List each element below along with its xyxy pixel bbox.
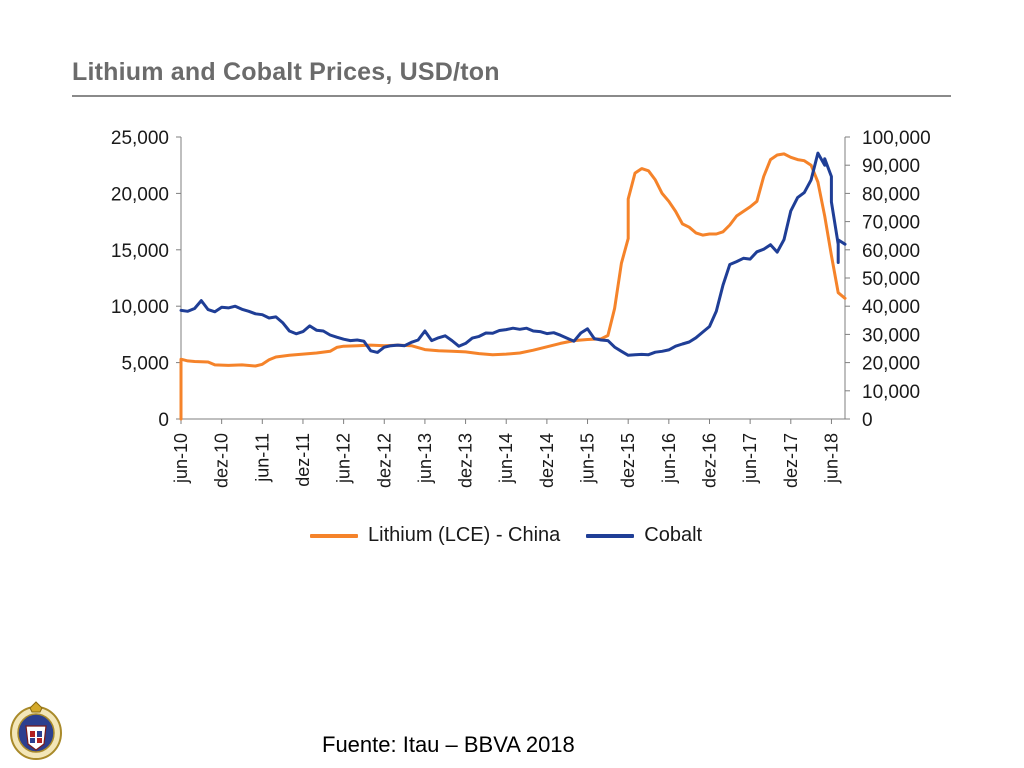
legend-swatch-cobalt (586, 533, 635, 538)
source-note: Fuente: Itau – BBVA 2018 (322, 732, 575, 757)
x-tick-label: dez-11 (293, 433, 313, 487)
right-y-tick-label: 0 (862, 410, 873, 431)
legend-label-lithium: Lithium (LCE) - China (368, 524, 561, 546)
left-y-tick-label: 10,000 (111, 297, 169, 318)
right-y-tick-label: 10,000 (862, 382, 920, 403)
right-y-tick-label: 90,000 (862, 156, 920, 177)
x-tick-label: dez-15 (618, 433, 638, 488)
title-divider (72, 95, 951, 97)
x-tick-label: jun-14 (496, 433, 516, 484)
right-y-tick-label: 30,000 (862, 325, 920, 346)
x-tick-label: dez-14 (537, 433, 557, 488)
x-tick-label: jun-11 (252, 433, 272, 483)
x-tick-label: jun-16 (659, 433, 679, 484)
right-y-tick-label: 50,000 (862, 269, 920, 290)
x-tick-label: dez-16 (699, 433, 719, 488)
x-tick-label: jun-17 (740, 433, 760, 484)
right-y-tick-label: 80,000 (862, 184, 920, 205)
right-y-tick-label: 100,000 (862, 128, 931, 149)
x-tick-label: dez-17 (781, 433, 801, 488)
mining-center-crest-icon (10, 701, 62, 760)
chart-legend: Lithium (LCE) - China Cobalt (310, 524, 728, 547)
chart-axes (176, 136, 850, 424)
x-tick-label: jun-13 (415, 433, 435, 484)
left-y-tick-label: 25,000 (111, 128, 169, 149)
lithium-series-line (179, 152, 847, 421)
right-y-tick-label: 70,000 (862, 213, 920, 234)
x-tick-label: dez-10 (212, 433, 232, 488)
chart-series (179, 151, 847, 421)
right-y-tick-label: 40,000 (862, 297, 920, 318)
left-y-tick-label: 20,000 (111, 184, 169, 205)
legend-swatch-lithium (310, 533, 358, 538)
x-tick-label: dez-12 (374, 433, 394, 488)
cobalt-series-line (179, 151, 847, 357)
left-y-tick-label: 15,000 (111, 241, 169, 262)
x-tick-label: jun-18 (821, 433, 841, 484)
legend-item-cobalt: Cobalt (586, 524, 702, 547)
slide-title: Lithium and Cobalt Prices, USD/ton (72, 58, 500, 86)
legend-label-cobalt: Cobalt (644, 524, 703, 546)
left-y-tick-label: 0 (158, 410, 169, 431)
x-tick-label: jun-10 (171, 433, 191, 484)
right-y-tick-label: 60,000 (862, 241, 920, 262)
right-y-tick-label: 20,000 (862, 354, 920, 375)
x-tick-label: dez-13 (456, 433, 476, 488)
x-tick-label: jun-15 (578, 433, 598, 484)
chart-tick-labels: 0 5,000 10,000 15,000 20,000 25,000 0 10,000 20,… (111, 128, 931, 488)
left-y-tick-label: 5,000 (121, 354, 169, 375)
x-tick-label: jun-12 (334, 433, 354, 484)
legend-item-lithium: Lithium (LCE) - China (310, 524, 560, 547)
